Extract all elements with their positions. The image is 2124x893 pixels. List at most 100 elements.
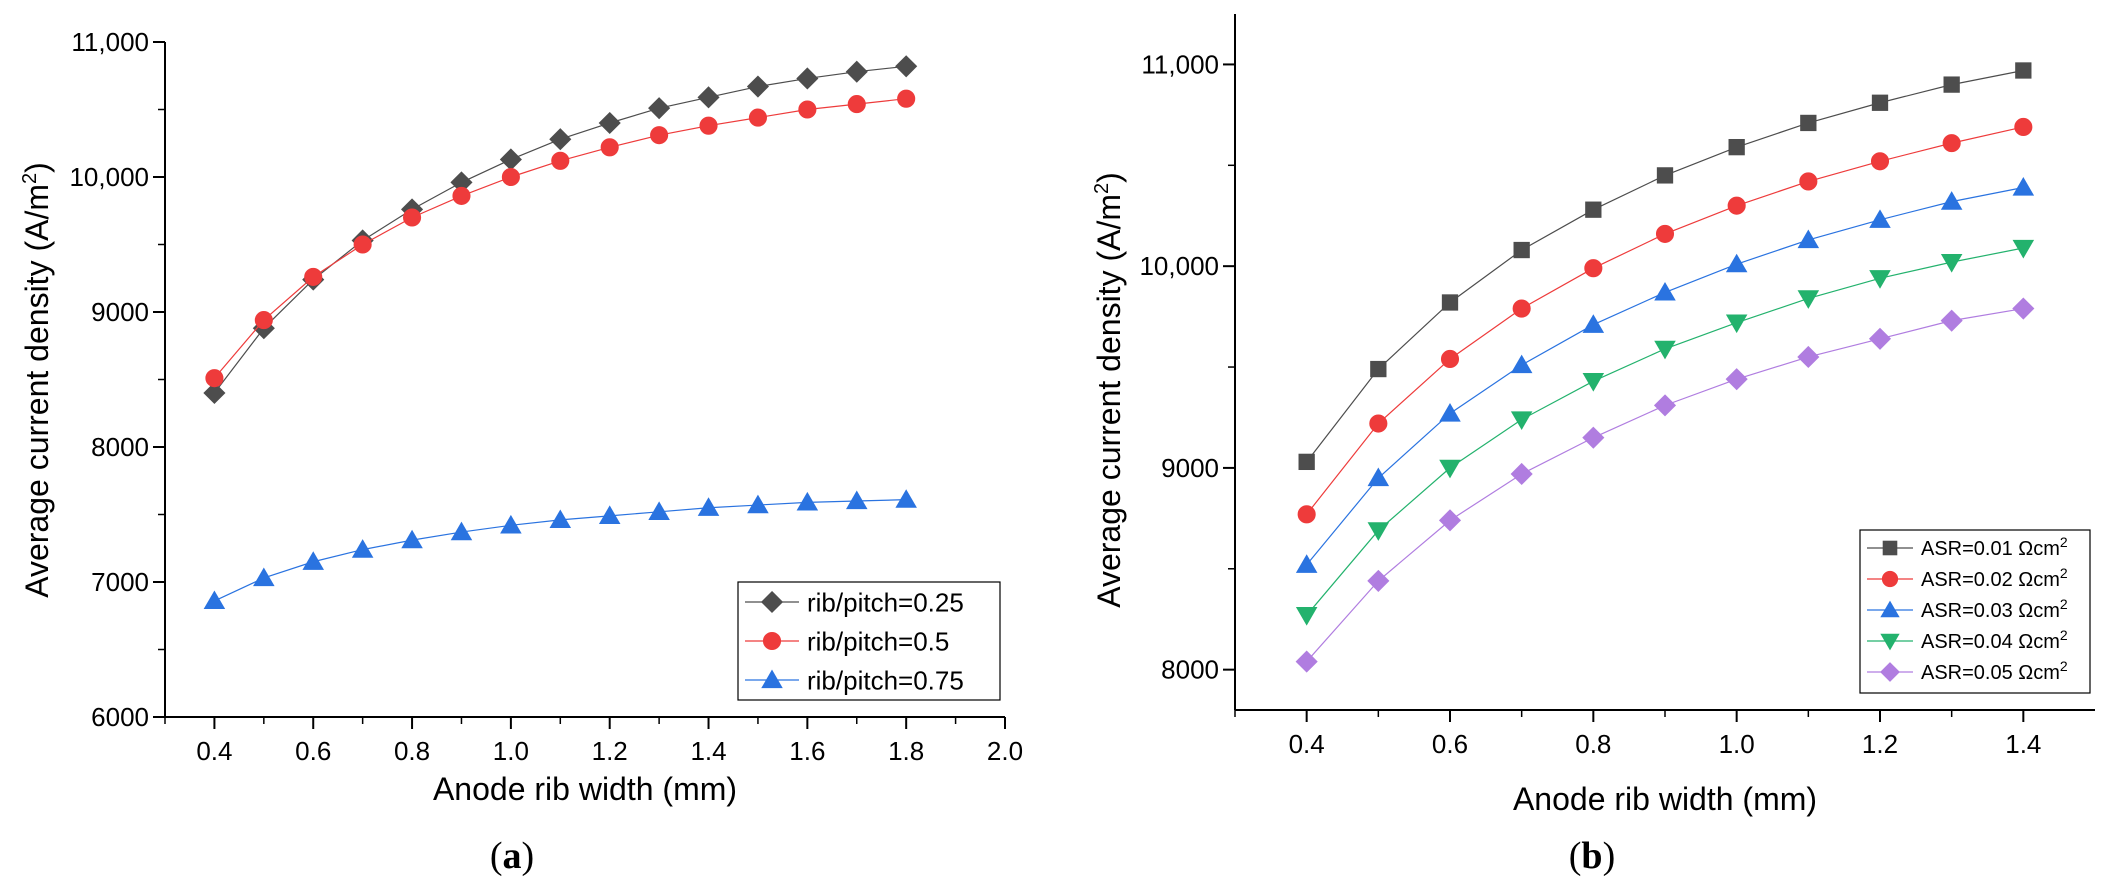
data-point xyxy=(1582,426,1605,449)
x-tick-label: 1.6 xyxy=(789,736,825,766)
chart-a: 0.4 0.6 0.8 1.0 1.2 1.4 1.6 1.8 2.0 6000 7000 8000… xyxy=(19,27,1023,877)
data-point xyxy=(351,539,374,558)
x-tick-label: 1.2 xyxy=(1862,729,1898,759)
data-point xyxy=(845,60,868,83)
legend-label: ASR=0.02 Ωcm2 xyxy=(1921,565,2068,591)
data-point xyxy=(847,95,866,114)
data-point xyxy=(699,116,718,135)
legend-marker xyxy=(1882,540,1898,556)
data-point xyxy=(748,108,767,127)
data-point xyxy=(1728,138,1745,156)
x-tick-label: 0.4 xyxy=(196,736,232,766)
data-point xyxy=(401,529,423,549)
legend-entry-2: rib/pitch=0.5 xyxy=(745,626,949,656)
data-point xyxy=(1942,134,1961,153)
y-tick-label: 11,000 xyxy=(1141,49,1219,79)
data-point xyxy=(1869,209,1891,228)
data-point xyxy=(1582,373,1605,392)
data-point xyxy=(796,67,819,90)
data-point xyxy=(1800,114,1817,132)
data-point xyxy=(205,369,224,388)
chart-b-x-axis-title: Anode rib width (mm) xyxy=(1513,781,1817,817)
legend-label: rib/pitch=0.75 xyxy=(807,665,964,695)
x-tick-label: 2.0 xyxy=(987,736,1023,766)
legend-marker xyxy=(762,631,782,651)
data-point xyxy=(1367,467,1390,487)
data-point xyxy=(549,509,572,529)
x-tick-label: 1.0 xyxy=(1719,729,1755,759)
data-point xyxy=(549,128,572,151)
data-point xyxy=(747,494,769,514)
data-point xyxy=(1370,360,1387,378)
series-2 xyxy=(205,89,916,388)
data-point xyxy=(1295,650,1318,673)
data-point xyxy=(1799,172,1818,191)
data-point xyxy=(1943,76,1960,93)
x-tick-label: 0.4 xyxy=(1289,729,1325,759)
legend-label: ASR=0.03 Ωcm2 xyxy=(1921,596,2068,622)
series-line xyxy=(1306,126,2024,515)
data-point xyxy=(798,100,817,119)
data-point xyxy=(304,267,323,286)
y-tick-label: 8000 xyxy=(91,432,149,462)
legend-entry-3: ASR=0.03 Ωcm2 xyxy=(1867,596,2068,622)
y-tick-label: 11,000 xyxy=(71,27,149,57)
data-point xyxy=(1797,290,1820,309)
y-tick-label: 9000 xyxy=(1161,453,1219,483)
data-point xyxy=(1725,253,1748,273)
legend-entry-5: ASR=0.05 Ωcm2 xyxy=(1867,658,2068,684)
series-line xyxy=(1306,186,2024,566)
series-3 xyxy=(1295,177,2035,573)
data-point xyxy=(1440,349,1460,369)
data-point xyxy=(1369,414,1388,433)
data-point xyxy=(1727,196,1746,215)
data-point xyxy=(551,151,570,170)
data-point xyxy=(845,490,868,510)
data-point xyxy=(1510,462,1533,486)
data-point xyxy=(2014,117,2033,137)
data-point xyxy=(895,55,918,78)
data-point xyxy=(598,111,621,135)
data-point xyxy=(1656,167,1674,184)
data-point xyxy=(1438,509,1462,532)
chart-a-legend: rib/pitch=0.25 rib/pitch=0.5 rib/pitch=0.7… xyxy=(737,581,1001,701)
legend-entry-2: ASR=0.02 Ωcm2 xyxy=(1867,565,2068,591)
legend-label: ASR=0.05 Ωcm2 xyxy=(1921,658,2068,684)
series-5 xyxy=(1295,297,2035,673)
data-point xyxy=(1297,505,1316,524)
legend-label: rib/pitch=0.25 xyxy=(807,587,964,617)
legend-marker xyxy=(1880,600,1900,618)
legend-marker xyxy=(761,669,783,689)
data-point xyxy=(1510,411,1533,430)
x-tick-label: 0.8 xyxy=(1575,729,1611,759)
data-point xyxy=(1585,201,1602,218)
legend-marker xyxy=(1881,570,1899,588)
data-point xyxy=(302,551,325,570)
legend-marker xyxy=(1880,662,1900,682)
series-3 xyxy=(203,489,917,610)
chart-a-y-ticks: 6000 7000 8000 9000 10,000 11,000 xyxy=(69,27,165,732)
legend-label: ASR=0.04 Ωcm2 xyxy=(1921,627,2068,653)
chart-b-y-axis-title: Average current density (A/m2) xyxy=(1091,172,1127,608)
data-point xyxy=(2012,177,2035,196)
legend-entry-4: ASR=0.04 Ωcm2 xyxy=(1867,627,2068,653)
legend-entry-1: ASR=0.01 Ωcm2 xyxy=(1867,534,2068,560)
data-point xyxy=(598,505,621,524)
data-point xyxy=(450,521,473,541)
data-point xyxy=(897,89,916,108)
data-point xyxy=(1868,327,1892,350)
data-point xyxy=(501,167,520,187)
data-point xyxy=(203,381,226,405)
chart-b-legend: ASR=0.01 Ωcm2 ASR=0.02 Ωcm2 ASR=0.03 Ωcm2 A… xyxy=(1859,529,2091,694)
data-point xyxy=(1295,554,1318,573)
data-point xyxy=(1654,281,1676,301)
data-point xyxy=(1584,259,1603,278)
data-point xyxy=(796,491,819,511)
data-point xyxy=(1725,314,1748,334)
x-tick-label: 1.0 xyxy=(493,736,529,766)
x-tick-label: 0.8 xyxy=(394,736,430,766)
y-tick-label: 10,000 xyxy=(1139,251,1219,281)
data-point xyxy=(600,138,619,157)
chart-b: 0.4 0.6 0.8 1.0 1.2 1.4 8000900010,00011,000 … xyxy=(1091,14,2095,877)
